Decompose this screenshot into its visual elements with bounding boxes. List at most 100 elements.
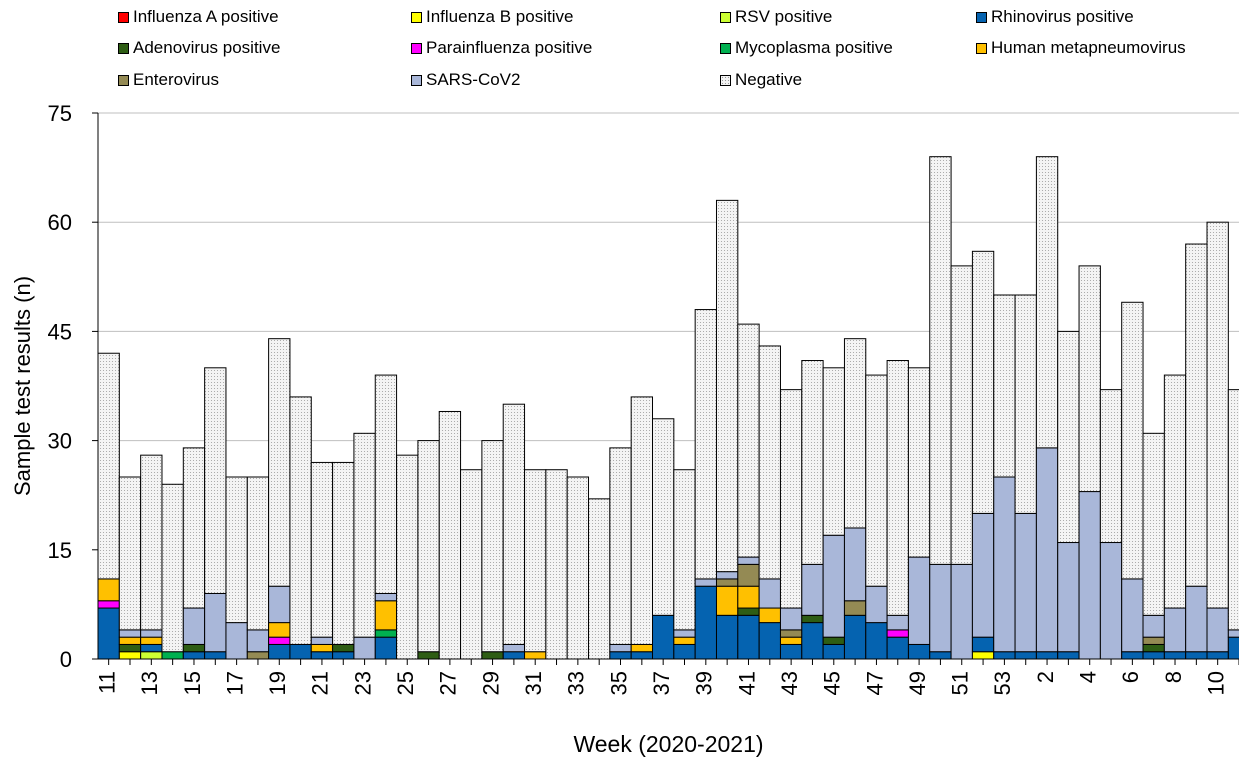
bar-segment — [971, 651, 995, 660]
bar-segment — [1185, 243, 1208, 587]
legend-item: Mycoplasma positive — [720, 36, 893, 60]
bar-segment — [822, 534, 845, 638]
bar-segment — [1142, 432, 1165, 616]
bar-segment — [140, 643, 163, 653]
bar-segment — [843, 338, 867, 529]
y-tick-label: 15 — [48, 538, 72, 563]
bar-segment — [502, 643, 526, 653]
bar-segment — [737, 585, 760, 609]
bar-segment — [865, 622, 888, 660]
x-tick-label: 23 — [350, 671, 375, 695]
legend-label: Human metapneumovirus — [991, 38, 1186, 57]
bar-segment — [310, 643, 334, 653]
bar-segment — [865, 585, 888, 624]
bar-segment — [161, 651, 184, 660]
x-tick-label: 10 — [1203, 671, 1228, 695]
legend-swatch — [720, 11, 731, 23]
bar-segment — [865, 374, 888, 587]
bar-segment — [225, 622, 248, 660]
bar-segment — [204, 651, 227, 660]
bar-segment — [1121, 651, 1144, 660]
legend-swatch — [411, 74, 422, 86]
bar-segment — [481, 651, 504, 660]
bar-segment — [737, 323, 760, 558]
bar-segment — [929, 563, 952, 653]
bar-segment — [630, 396, 654, 645]
bar-segment — [1227, 389, 1239, 631]
legend-label: Negative — [735, 70, 803, 89]
bar-segment — [332, 651, 355, 660]
bar-segment — [630, 651, 654, 660]
bar-segment — [779, 629, 803, 638]
bar-segment — [886, 360, 909, 616]
bar-segment — [993, 651, 1016, 660]
legend-label: Parainfluenza positive — [426, 38, 593, 57]
bar-segment — [694, 585, 717, 660]
y-tick-label: 45 — [48, 319, 72, 344]
legend-swatch — [118, 11, 129, 23]
bar-segment — [1163, 651, 1187, 660]
bar-segment — [225, 476, 248, 624]
bar-segment — [1057, 651, 1080, 660]
bar-segment — [1142, 643, 1165, 653]
bar-segment — [332, 643, 355, 653]
bar-segment — [1142, 636, 1165, 645]
bar-segment — [97, 352, 120, 580]
bar-segment — [140, 636, 163, 645]
bar-segment — [97, 578, 120, 602]
bar-segment — [182, 447, 206, 609]
x-tick-label: 39 — [692, 671, 717, 695]
bar-segment — [715, 614, 739, 660]
bar-segment — [268, 636, 291, 645]
bar-segment — [140, 629, 163, 638]
x-tick-label: 45 — [820, 671, 845, 695]
x-tick-label: 8 — [1161, 671, 1186, 683]
bar-segment — [1185, 651, 1208, 660]
bar-segment — [971, 636, 995, 653]
bar-segment — [630, 643, 654, 653]
bar-segment — [1014, 651, 1037, 660]
bar-segment — [801, 563, 824, 616]
x-tick-label: 29 — [478, 671, 503, 695]
x-tick-label: 17 — [222, 671, 247, 695]
bar-segment — [886, 614, 909, 631]
bar-segment — [310, 461, 334, 638]
bar-segment — [673, 643, 696, 660]
bar-segment — [609, 447, 632, 645]
bar-segment — [140, 651, 163, 660]
legend-label: Influenza B positive — [426, 7, 574, 26]
bar-segment — [524, 651, 547, 660]
x-tick-label: 41 — [734, 671, 759, 695]
x-tick-label: 47 — [862, 671, 887, 695]
bar-segment — [907, 367, 931, 558]
bar-segment — [1099, 542, 1123, 660]
bar-segment — [779, 607, 803, 631]
bar-segment — [971, 250, 995, 514]
x-tick-label: 35 — [606, 671, 631, 695]
bar-segment — [1163, 607, 1187, 653]
bar-segment — [758, 578, 781, 609]
legend-label: RSV positive — [735, 7, 833, 26]
bar-segment — [801, 622, 824, 660]
bar-segment — [950, 265, 973, 565]
bar-segment — [374, 629, 398, 638]
y-tick-label: 75 — [48, 101, 72, 126]
bar-segment — [1099, 389, 1123, 544]
bar-segment — [886, 629, 909, 638]
bar-segment — [289, 643, 312, 660]
bar-segment — [779, 389, 803, 609]
legend-swatch — [411, 42, 422, 54]
bar-segment — [929, 156, 952, 565]
x-tick-label: 37 — [649, 671, 674, 695]
bar-segment — [609, 651, 632, 660]
x-tick-label: 31 — [521, 671, 546, 695]
bar-segment — [374, 592, 398, 602]
bar-segment — [97, 600, 120, 609]
legend-item: RSV positive — [720, 5, 832, 29]
bar-segment — [1121, 301, 1144, 580]
bar-segment — [460, 469, 483, 660]
x-tick-label: 51 — [948, 671, 973, 695]
bar-segment — [524, 469, 547, 653]
bar-segment — [1163, 374, 1187, 609]
